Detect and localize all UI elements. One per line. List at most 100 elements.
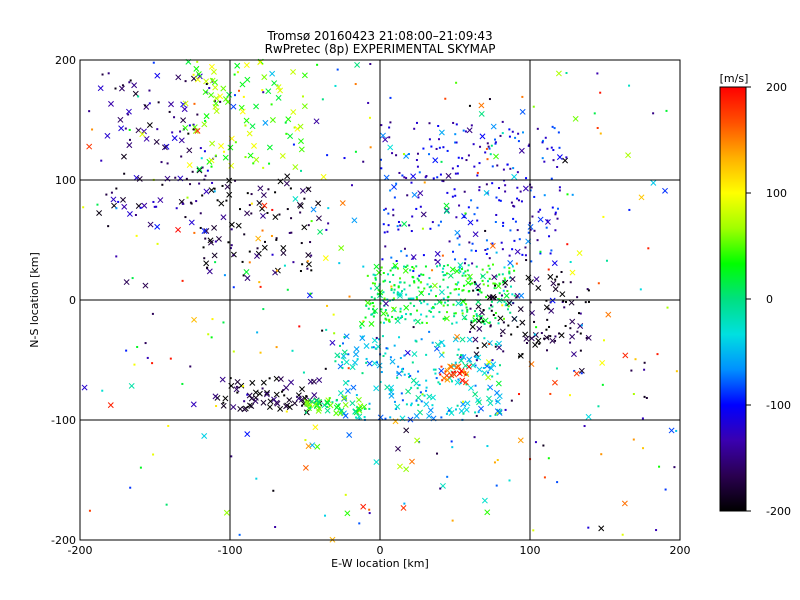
dot-marker: [377, 338, 380, 341]
dot-marker: [529, 189, 532, 192]
dot-marker: [392, 273, 395, 276]
cross-marker: [142, 282, 149, 289]
dot-marker: [181, 279, 184, 282]
cross-marker: [374, 284, 380, 291]
dot-marker: [367, 307, 370, 310]
cross-marker: [373, 385, 380, 392]
dot-marker: [480, 316, 483, 319]
cross-marker: [551, 379, 558, 386]
dot-marker: [580, 372, 583, 375]
dot-marker: [511, 293, 514, 296]
dot-marker: [639, 288, 642, 291]
x-tick-label: 100: [520, 544, 541, 557]
dot-marker: [407, 153, 410, 156]
dot-marker: [430, 145, 433, 148]
dot-marker: [417, 403, 420, 406]
dot-marker: [393, 284, 396, 287]
dot-marker: [214, 154, 217, 157]
dot-marker: [412, 297, 415, 300]
dot-marker: [549, 335, 552, 338]
dot-marker: [157, 101, 160, 104]
dot-marker: [292, 143, 295, 146]
dot-marker: [371, 308, 374, 311]
dot-marker: [383, 208, 386, 211]
cross-marker: [420, 211, 427, 218]
dot-marker: [335, 398, 338, 401]
dot-marker: [458, 204, 461, 207]
cross-marker: [243, 62, 250, 69]
cross-marker: [298, 396, 305, 403]
dot-marker: [184, 80, 187, 83]
dot-marker: [266, 211, 269, 214]
dot-marker: [563, 306, 566, 309]
dot-marker: [488, 307, 491, 310]
dot-marker: [467, 264, 470, 267]
dot-marker: [456, 165, 459, 168]
dot-marker: [107, 225, 110, 228]
cross-marker: [476, 366, 483, 373]
dot-marker: [600, 453, 603, 456]
dot-marker: [503, 279, 506, 282]
dot-marker: [453, 312, 456, 315]
dot-marker: [416, 387, 419, 390]
dot-marker: [467, 290, 470, 293]
dot-marker: [498, 292, 501, 295]
dot-marker: [546, 349, 549, 352]
dot-marker: [479, 145, 482, 148]
cross-marker: [305, 405, 312, 412]
dot-marker: [268, 377, 271, 380]
dot-marker: [395, 154, 398, 157]
cross-marker: [294, 125, 301, 132]
cross-marker: [459, 336, 466, 343]
dot-marker: [373, 282, 376, 285]
dot-marker: [342, 357, 345, 360]
dot-marker: [384, 417, 387, 420]
dot-marker: [401, 370, 404, 373]
cross-marker: [432, 157, 439, 164]
dot-marker: [411, 266, 414, 269]
dot-marker: [167, 424, 170, 427]
dot-marker: [316, 63, 319, 66]
dot-marker: [470, 321, 473, 324]
dot-marker: [632, 393, 635, 396]
dot-marker: [398, 281, 401, 284]
dot-marker: [88, 509, 91, 512]
dot-marker: [504, 184, 507, 187]
dot-marker: [503, 266, 506, 269]
dot-marker: [203, 150, 206, 153]
dot-marker: [410, 402, 413, 405]
dot-marker: [275, 237, 278, 240]
cross-marker: [296, 201, 303, 208]
dot-marker: [391, 152, 394, 155]
dot-marker: [472, 315, 475, 318]
dot-marker: [310, 269, 313, 272]
cross-marker: [248, 395, 255, 402]
dot-marker: [506, 290, 509, 293]
dot-marker: [181, 201, 184, 204]
dot-marker: [211, 181, 214, 184]
dot-marker: [423, 181, 426, 184]
dot-marker: [115, 207, 118, 210]
cross-marker: [359, 335, 366, 342]
dot-marker: [413, 280, 416, 283]
dot-marker: [465, 306, 468, 309]
dot-marker: [401, 368, 404, 371]
dot-marker: [361, 372, 364, 375]
cross-marker: [304, 400, 311, 407]
dot-marker: [487, 371, 490, 374]
dot-marker: [550, 249, 553, 252]
dot-marker: [504, 304, 507, 307]
dot-marker: [428, 286, 431, 289]
dot-marker: [579, 312, 582, 315]
cross-marker: [438, 289, 445, 296]
cross-marker: [279, 152, 286, 159]
cross-marker: [104, 132, 111, 139]
cross-marker: [577, 323, 584, 329]
dot-marker: [530, 186, 533, 189]
dot-marker: [290, 217, 293, 220]
dot-marker: [397, 316, 400, 319]
dot-marker: [425, 315, 428, 318]
dot-marker: [584, 301, 587, 304]
cross-marker: [301, 103, 308, 110]
